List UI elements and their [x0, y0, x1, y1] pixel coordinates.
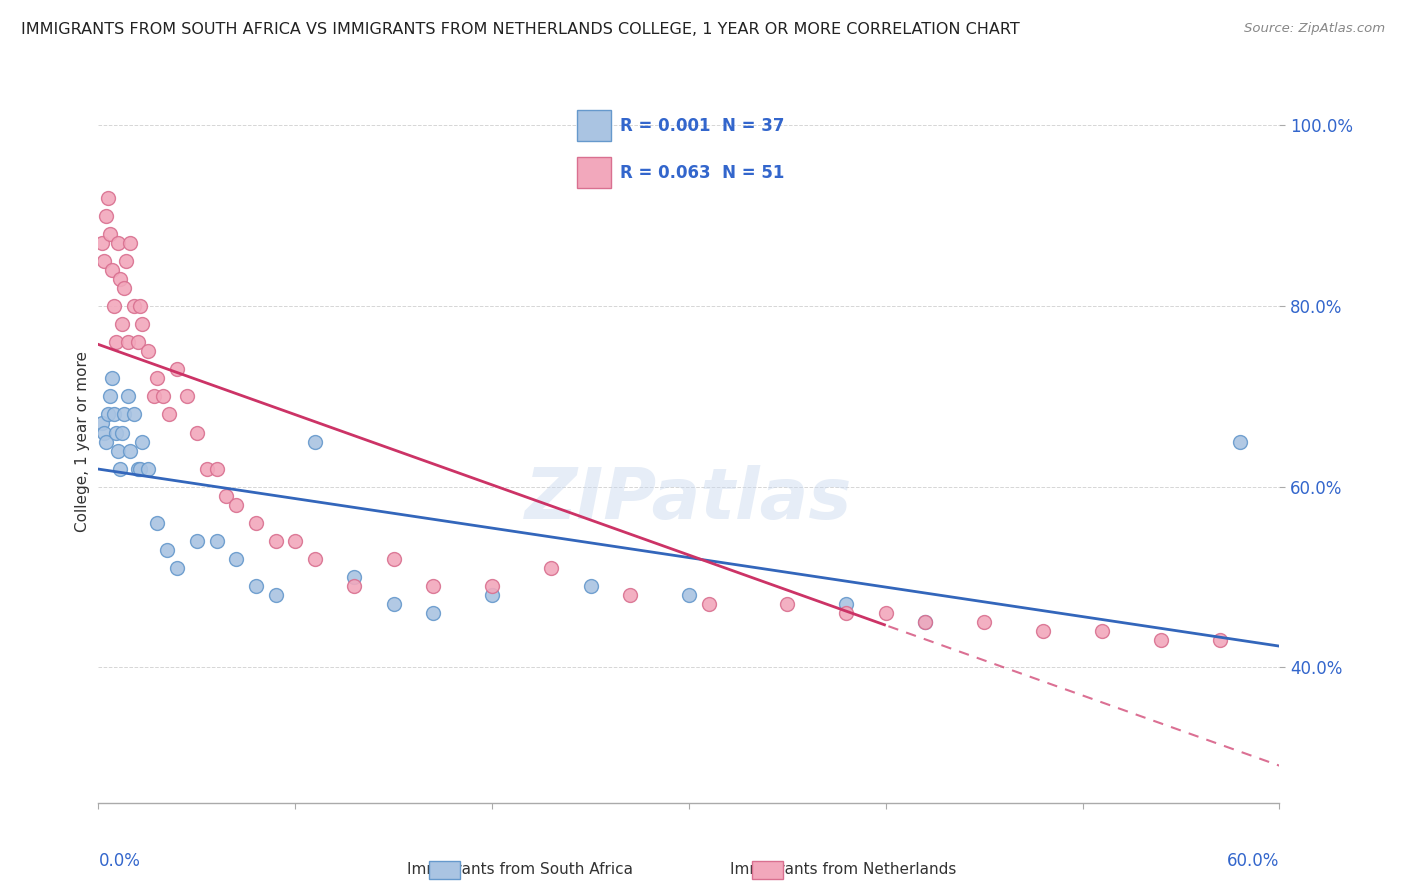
Point: [97, 408, 120, 422]
Point: [122, 408, 145, 422]
Text: Immigrants from Netherlands: Immigrants from Netherlands: [730, 863, 957, 877]
Point: [111, 317, 134, 331]
Point: [127, 461, 149, 475]
Point: [122, 299, 145, 313]
Point: [127, 335, 149, 350]
Point: [579, 579, 602, 593]
Text: Source: ZipAtlas.com: Source: ZipAtlas.com: [1244, 22, 1385, 36]
Point: [1209, 633, 1232, 648]
Point: [103, 408, 125, 422]
Point: [481, 579, 503, 593]
Point: [93, 254, 115, 268]
Point: [697, 597, 720, 611]
Text: 60.0%: 60.0%: [1227, 852, 1279, 870]
Point: [264, 533, 287, 548]
Point: [835, 597, 858, 611]
Point: [186, 425, 208, 440]
Point: [128, 299, 150, 313]
Point: [93, 425, 115, 440]
Point: [186, 533, 208, 548]
Point: [117, 389, 139, 403]
Point: [540, 561, 562, 575]
Point: [205, 461, 228, 475]
Point: [101, 371, 124, 385]
Point: [118, 235, 141, 250]
Point: [914, 615, 936, 630]
Point: [225, 498, 247, 512]
Point: [422, 606, 444, 620]
Point: [619, 588, 641, 602]
Point: [107, 235, 129, 250]
Point: [382, 552, 405, 566]
Point: [108, 461, 131, 475]
Point: [215, 489, 238, 503]
Point: [142, 389, 165, 403]
Point: [131, 434, 153, 449]
Point: [343, 570, 366, 584]
Point: [105, 335, 128, 350]
Point: [205, 533, 228, 548]
Point: [176, 389, 198, 403]
Point: [875, 606, 897, 620]
Point: [152, 389, 174, 403]
Point: [166, 561, 188, 575]
Point: [96, 209, 118, 223]
Point: [245, 516, 267, 530]
Point: [304, 552, 326, 566]
Point: [118, 443, 141, 458]
Point: [1032, 624, 1054, 639]
Point: [107, 443, 129, 458]
Point: [157, 408, 180, 422]
Point: [776, 597, 799, 611]
Point: [166, 362, 188, 376]
Point: [195, 461, 218, 475]
Text: 0.0%: 0.0%: [98, 852, 141, 870]
Point: [481, 588, 503, 602]
Point: [225, 552, 247, 566]
Point: [343, 579, 366, 593]
Point: [1091, 624, 1114, 639]
Point: [1150, 633, 1173, 648]
Point: [91, 235, 114, 250]
Point: [131, 317, 153, 331]
Point: [422, 579, 444, 593]
Point: [97, 191, 120, 205]
Point: [304, 434, 326, 449]
Point: [115, 254, 138, 268]
Point: [973, 615, 995, 630]
Point: [678, 588, 700, 602]
Text: Immigrants from South Africa: Immigrants from South Africa: [408, 863, 633, 877]
Point: [284, 533, 307, 548]
Y-axis label: College, 1 year or more: College, 1 year or more: [75, 351, 90, 532]
Point: [835, 606, 858, 620]
Point: [91, 417, 114, 431]
Point: [264, 588, 287, 602]
Point: [105, 425, 128, 440]
Point: [98, 389, 121, 403]
Point: [136, 344, 159, 359]
Text: IMMIGRANTS FROM SOUTH AFRICA VS IMMIGRANTS FROM NETHERLANDS COLLEGE, 1 YEAR OR M: IMMIGRANTS FROM SOUTH AFRICA VS IMMIGRAN…: [21, 22, 1019, 37]
Point: [108, 272, 131, 286]
Point: [914, 615, 936, 630]
Point: [98, 227, 121, 241]
Point: [112, 281, 135, 295]
Point: [146, 371, 169, 385]
Point: [117, 335, 139, 350]
Point: [103, 299, 125, 313]
Text: ZIPatlas: ZIPatlas: [526, 465, 852, 533]
Point: [112, 408, 135, 422]
Point: [146, 516, 169, 530]
Point: [111, 425, 134, 440]
Point: [96, 434, 118, 449]
Point: [156, 542, 179, 557]
Point: [128, 461, 150, 475]
Point: [136, 461, 159, 475]
Point: [245, 579, 267, 593]
Point: [1229, 434, 1251, 449]
Point: [382, 597, 405, 611]
Point: [101, 263, 124, 277]
